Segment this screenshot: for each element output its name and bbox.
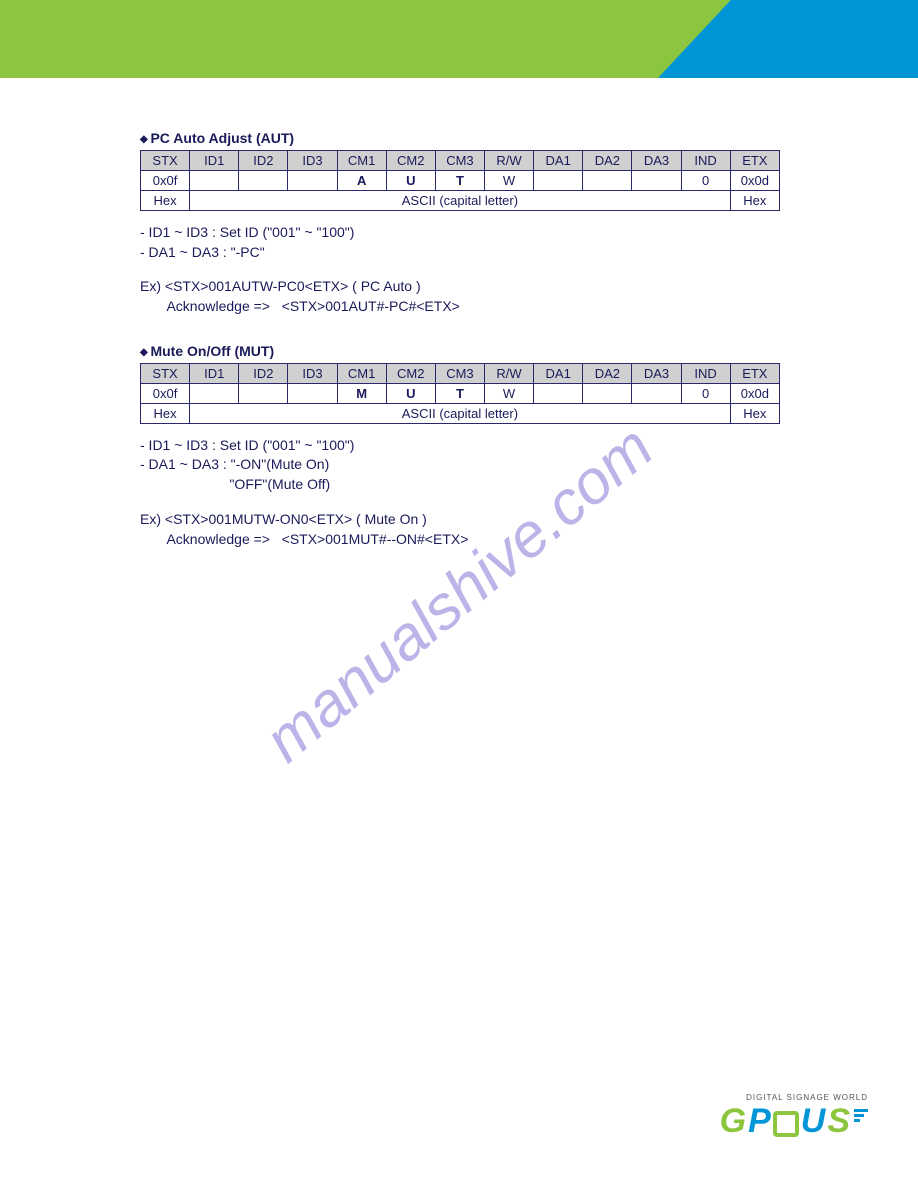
td (239, 383, 288, 403)
td: W (484, 383, 533, 403)
td: T (435, 171, 484, 191)
note-line: - DA1 ~ DA3 : "-PC" (140, 243, 780, 263)
ex-line: Acknowledge => <STX>001AUT#-PC#<ETX> (140, 296, 780, 316)
td (288, 171, 337, 191)
td (534, 383, 583, 403)
td: T (435, 383, 484, 403)
td (534, 171, 583, 191)
header-band (0, 0, 918, 78)
table-header-row: STX ID1 ID2 ID3 CM1 CM2 CM3 R/W DA1 DA2 … (141, 363, 780, 383)
th: CM1 (337, 363, 386, 383)
footer-logo: DIGITAL SIGNAGE WORLD G P U S (720, 1093, 868, 1138)
th: ETX (730, 151, 779, 171)
th: R/W (484, 363, 533, 383)
td (583, 383, 632, 403)
td (583, 171, 632, 191)
th: STX (141, 363, 190, 383)
note-line: - DA1 ~ DA3 : "-ON"(Mute On) (140, 455, 780, 475)
th: DA3 (632, 151, 681, 171)
footer-tagline: DIGITAL SIGNAGE WORLD (720, 1093, 868, 1102)
logo-letter-o (773, 1111, 799, 1137)
th: ID3 (288, 151, 337, 171)
logo-gpous: G P U S (720, 1104, 868, 1138)
logo-letter-u: U (801, 1104, 826, 1138)
ex-line: Ex) <STX>001AUTW-PC0<ETX> ( PC Auto ) (140, 276, 780, 296)
table-mut: STX ID1 ID2 ID3 CM1 CM2 CM3 R/W DA1 DA2 … (140, 363, 780, 424)
ex-line: Ex) <STX>001MUTW-ON0<ETX> ( Mute On ) (140, 509, 780, 529)
th: CM3 (435, 363, 484, 383)
th: DA1 (534, 151, 583, 171)
td: Hex (730, 191, 779, 211)
td: A (337, 171, 386, 191)
ex-line: Acknowledge => <STX>001MUT#--ON#<ETX> (140, 529, 780, 549)
th: ID3 (288, 363, 337, 383)
td (190, 383, 239, 403)
td (190, 171, 239, 191)
th: DA3 (632, 363, 681, 383)
td: Hex (141, 191, 190, 211)
td: 0x0d (730, 383, 779, 403)
td: 0x0f (141, 171, 190, 191)
th: CM2 (386, 151, 435, 171)
table-row: Hex ASCII (capital letter) Hex (141, 191, 780, 211)
logo-letter-g: G (720, 1104, 746, 1138)
td: W (484, 171, 533, 191)
th: ETX (730, 363, 779, 383)
logo-letter-p: P (748, 1104, 771, 1138)
th: CM3 (435, 151, 484, 171)
th: CM1 (337, 151, 386, 171)
note-line: - ID1 ~ ID3 : Set ID ("001" ~ "100") (140, 436, 780, 456)
td: ASCII (capital letter) (190, 403, 731, 423)
example-aut: Ex) <STX>001AUTW-PC0<ETX> ( PC Auto ) Ac… (140, 276, 780, 317)
td: U (386, 383, 435, 403)
table-aut: STX ID1 ID2 ID3 CM1 CM2 CM3 R/W DA1 DA2 … (140, 150, 780, 211)
td: Hex (141, 403, 190, 423)
th: ID2 (239, 151, 288, 171)
th: IND (681, 151, 730, 171)
note-line: - ID1 ~ ID3 : Set ID ("001" ~ "100") (140, 223, 780, 243)
th: ID1 (190, 363, 239, 383)
td (288, 383, 337, 403)
th: DA1 (534, 363, 583, 383)
td: ASCII (capital letter) (190, 191, 731, 211)
th: ID2 (239, 363, 288, 383)
example-mut: Ex) <STX>001MUTW-ON0<ETX> ( Mute On ) Ac… (140, 509, 780, 550)
logo-letter-s: S (827, 1104, 850, 1138)
table-row: 0x0f M U T W 0 0x0d (141, 383, 780, 403)
th: ID1 (190, 151, 239, 171)
td: 0 (681, 171, 730, 191)
th: IND (681, 363, 730, 383)
note-line: "OFF"(Mute Off) (140, 475, 780, 495)
td (239, 171, 288, 191)
th: CM2 (386, 363, 435, 383)
th: R/W (484, 151, 533, 171)
notes-mut: - ID1 ~ ID3 : Set ID ("001" ~ "100") - D… (140, 436, 780, 495)
td: U (386, 171, 435, 191)
th: DA2 (583, 363, 632, 383)
section-title-mut: Mute On/Off (MUT) (140, 343, 780, 359)
table-row: 0x0f A U T W 0 0x0d (141, 171, 780, 191)
td: 0 (681, 383, 730, 403)
td: Hex (730, 403, 779, 423)
th: DA2 (583, 151, 632, 171)
td: 0x0d (730, 171, 779, 191)
section-title-aut: PC Auto Adjust (AUT) (140, 130, 780, 146)
td (632, 171, 681, 191)
table-header-row: STX ID1 ID2 ID3 CM1 CM2 CM3 R/W DA1 DA2 … (141, 151, 780, 171)
logo-flag-icon (854, 1109, 868, 1122)
notes-aut: - ID1 ~ ID3 : Set ID ("001" ~ "100") - D… (140, 223, 780, 262)
table-row: Hex ASCII (capital letter) Hex (141, 403, 780, 423)
td: 0x0f (141, 383, 190, 403)
td (632, 383, 681, 403)
th: STX (141, 151, 190, 171)
td: M (337, 383, 386, 403)
page-content: PC Auto Adjust (AUT) STX ID1 ID2 ID3 CM1… (140, 130, 780, 575)
